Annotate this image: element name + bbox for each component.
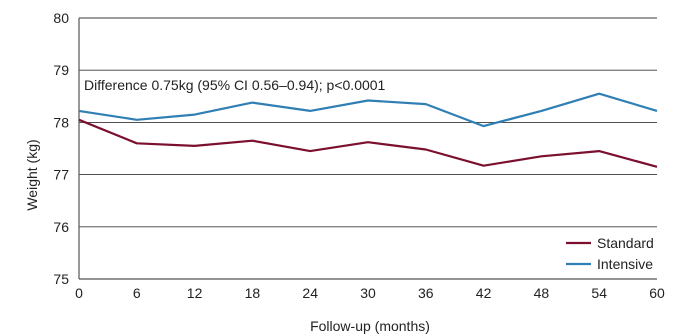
x-tick-label: 42 <box>476 285 492 301</box>
x-tick-label: 48 <box>534 285 550 301</box>
x-tick-label: 18 <box>245 285 261 301</box>
gridlines <box>78 17 657 280</box>
series-line-standard <box>78 118 658 168</box>
y-axis-title: Weight (kg) <box>24 139 40 210</box>
x-tick-label: 0 <box>75 285 83 301</box>
y-tick-label: 80 <box>53 10 69 26</box>
series-line-intensive <box>78 92 658 128</box>
y-tick-label: 77 <box>53 167 69 183</box>
legend-label-standard: Standard <box>597 235 654 251</box>
series-lines <box>78 92 658 168</box>
legend-label-intensive: Intensive <box>597 256 653 272</box>
annotation-text: Difference 0.75kg (95% CI 0.56–0.94); p<… <box>84 77 386 93</box>
x-tick-label: 36 <box>418 285 434 301</box>
x-tick-label: 54 <box>591 285 607 301</box>
x-axis-title: Follow-up (months) <box>310 318 430 334</box>
y-tick-label: 76 <box>53 219 69 235</box>
y-tick-label: 78 <box>53 114 69 130</box>
y-tick-label: 75 <box>53 271 69 287</box>
x-tick-label: 6 <box>133 285 141 301</box>
y-axis-ticks: 75 76 77 78 79 80 <box>53 10 69 287</box>
x-tick-label: 12 <box>187 285 203 301</box>
x-tick-label: 30 <box>360 285 376 301</box>
x-axis-ticks: 0 6 12 18 24 30 36 42 48 54 60 <box>75 285 665 301</box>
x-tick-label: 24 <box>302 285 318 301</box>
y-tick-label: 79 <box>53 62 69 78</box>
legend: Standard Intensive <box>566 235 654 272</box>
x-tick-label: 60 <box>649 285 665 301</box>
